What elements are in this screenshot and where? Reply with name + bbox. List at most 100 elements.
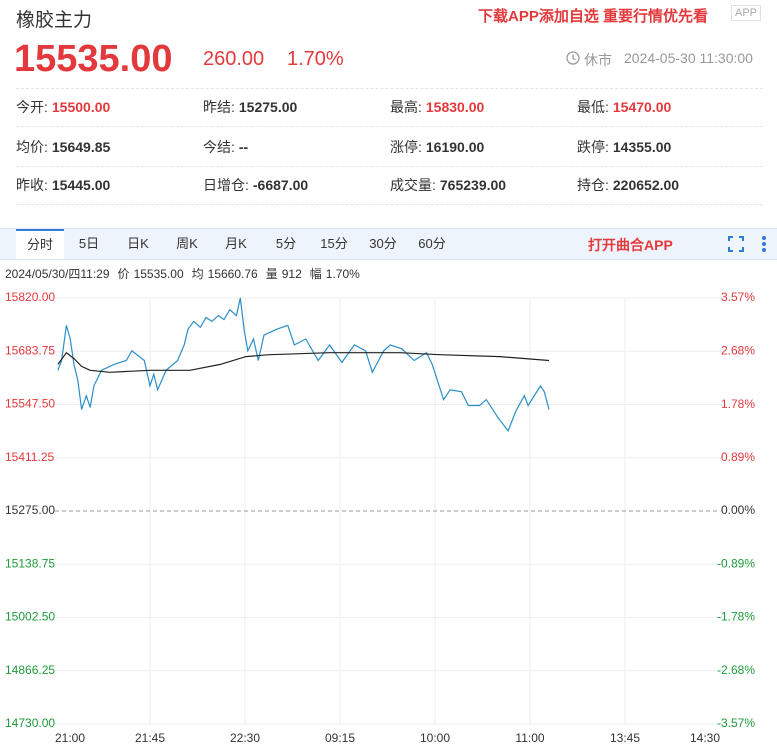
change: 260.00 (203, 48, 265, 70)
stat-value: 15830.00 (425, 99, 485, 115)
open-app[interactable]: 打开曲合APP (588, 237, 673, 253)
y2-tick-label: 2.68% (721, 343, 755, 357)
stat-value: 15649.85 (51, 139, 111, 155)
tab[interactable]: 60分 (418, 236, 446, 251)
fullscreen-icon[interactable] (728, 236, 744, 252)
stat: 涨停: 16190.00 (390, 137, 484, 157)
price: 15535.00 (14, 38, 173, 80)
x-tick-label: 21:00 (55, 731, 85, 745)
stat: 成交量: 765239.00 (390, 175, 506, 195)
tab[interactable]: 月K (225, 236, 247, 251)
y-tick-label: 15547.50 (5, 397, 55, 411)
y2-tick-label: 0.89% (721, 450, 755, 464)
y2-tick-label: -1.78% (717, 609, 755, 623)
y2-tick-label: -0.89% (717, 556, 755, 570)
x-tick-label: 21:45 (135, 731, 165, 745)
stat-value: 220652.00 (612, 177, 680, 193)
y-tick-label: 14866.25 (5, 663, 55, 677)
stat-value: 15470.00 (612, 99, 672, 115)
stat: 最低: 15470.00 (577, 97, 671, 117)
stat-label: 最低: (577, 99, 609, 115)
stat-value: 15500.00 (51, 99, 111, 115)
chart: 21:00 21:45 22:30 09:15 10:00 11:00 13:45 14:30… (5, 290, 755, 745)
stat-label: 昨收: (16, 177, 48, 193)
tab[interactable]: 5日 (78, 236, 100, 251)
price-line (57, 297, 550, 433)
tab[interactable]: 日K (127, 236, 149, 251)
stat-label: 日增仓: (203, 177, 249, 193)
stat: 昨收: 15445.00 (16, 175, 110, 195)
app-badge[interactable]: APP (731, 5, 762, 21)
x-tick-label: 22:30 (230, 731, 260, 745)
stat-label: 昨结: (203, 99, 235, 115)
stat: 昨结: 15275.00 (203, 97, 297, 117)
y2-tick-label: -2.68% (717, 663, 755, 677)
clock-icon (566, 51, 580, 65)
stat-label: 持仓: (577, 177, 609, 193)
tab[interactable]: 分时 (16, 229, 64, 259)
info-item: 912 (281, 267, 302, 281)
stat-value: 16190.00 (425, 139, 485, 155)
tab[interactable]: 30分 (369, 236, 397, 251)
stat-label: 均价: (16, 139, 48, 155)
stat-value: 15445.00 (51, 177, 111, 193)
stat: 今开: 15500.00 (16, 97, 110, 117)
info-item: 量 (265, 267, 278, 281)
y-tick-label: 15411.25 (5, 450, 54, 464)
tab[interactable]: 5分 (275, 236, 297, 251)
info-item: 2024/05/30/四11:29 (5, 267, 110, 281)
info-item: 幅 (309, 267, 322, 281)
x-tick-label: 14:30 (690, 731, 720, 745)
stat-label: 今开: (16, 99, 48, 115)
y-tick-label: 15002.50 (5, 610, 55, 624)
stat-label: 成交量: (390, 177, 436, 193)
status: 休市 (584, 52, 612, 68)
stat-value: 14355.00 (612, 139, 672, 155)
stat-value: 765239.00 (439, 177, 507, 193)
y-tick-label: 14730.00 (5, 716, 55, 730)
stat-value: 15275.00 (238, 99, 298, 115)
stat-label: 跌停: (577, 139, 609, 155)
stat: 最高: 15830.00 (390, 97, 484, 117)
info-item: 均 (191, 267, 204, 281)
stat: 持仓: 220652.00 (577, 175, 679, 195)
stat-value: -6687.00 (252, 177, 309, 193)
row-divider (16, 126, 763, 127)
tab-bar: 打开曲合APP 分时 5日 日K 周K 月K 5分 15分 30分 60分 (0, 228, 777, 260)
info-item: 15535.00 (133, 267, 184, 281)
stat: 今结: -- (203, 137, 248, 157)
change-pct: 1.70% (287, 48, 344, 70)
info-item: 15660.76 (207, 267, 258, 281)
x-tick-label: 09:15 (325, 731, 355, 745)
stat: 日增仓: -6687.00 (203, 175, 308, 195)
tab[interactable]: 周K (176, 236, 198, 251)
stat: 跌停: 14355.00 (577, 137, 671, 157)
promo[interactable]: 下载APP添加自选 重要行情优先看 (478, 8, 709, 25)
price-line (57, 351, 550, 373)
y2-tick-label: 3.57% (721, 290, 755, 304)
y2-tick-label: 1.78% (721, 397, 755, 411)
stat-label: 涨停: (390, 139, 422, 155)
y2-tick-label: 0.00% (721, 503, 755, 517)
row-divider (16, 204, 763, 205)
stat-label: 今结: (203, 139, 235, 155)
time: 2024-05-30 11:30:00 (624, 50, 753, 66)
divider (16, 88, 763, 89)
info-item: 价 (117, 267, 130, 281)
stat-value: -- (238, 139, 249, 155)
title: 橡胶主力 (16, 10, 93, 31)
stat: 均价: 15649.85 (16, 137, 110, 157)
y-tick-label: 15275.00 (5, 503, 55, 517)
info-item: 1.70% (325, 267, 360, 281)
x-tick-label: 10:00 (420, 731, 450, 745)
stat-label: 最高: (390, 99, 422, 115)
x-tick-label: 13:45 (610, 731, 640, 745)
y-tick-label: 15138.75 (5, 556, 55, 570)
row-divider (16, 166, 763, 167)
y2-tick-label: -3.57% (717, 716, 755, 730)
y-tick-label: 15683.75 (5, 343, 55, 357)
more-icon[interactable] (760, 234, 768, 254)
info-line: 2024/05/30/四11:29 价 15535.00 均 15660.76 量 912 幅… (5, 265, 368, 282)
tab[interactable]: 15分 (320, 236, 348, 251)
